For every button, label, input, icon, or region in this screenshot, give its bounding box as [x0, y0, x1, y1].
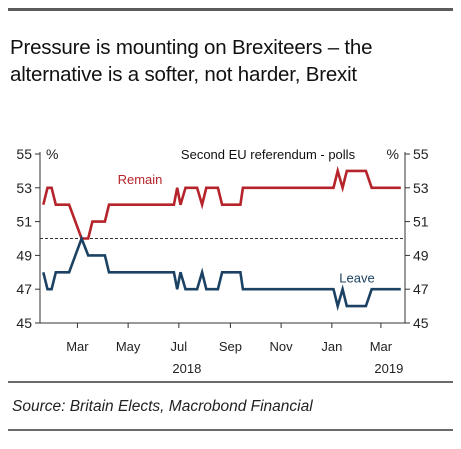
y-tick-label-left: 55	[16, 146, 32, 162]
y-unit-right: %	[387, 146, 399, 162]
x-tick-label: May	[116, 339, 141, 354]
x-tick-label: Mar	[370, 339, 393, 354]
bottom-rule	[8, 429, 453, 431]
top-rule	[8, 8, 453, 11]
y-tick-label-left: 49	[16, 247, 32, 263]
axes-layer	[35, 152, 410, 328]
source-note: Source: Britain Elects, Macrobond Financ…	[12, 398, 313, 415]
x-tick-label: Mar	[66, 339, 89, 354]
y-tick-label-right: 51	[413, 214, 429, 230]
y-tick-label-left: 51	[16, 214, 32, 230]
y-tick-label-right: 49	[413, 247, 429, 263]
lines-layer	[42, 165, 401, 312]
series-line-leave	[42, 234, 401, 312]
x-tick-label: Sep	[219, 339, 242, 354]
x-year-label: 2018	[172, 361, 201, 376]
line-chart: 45 45 47 47 49 49 51 51 53 53 55 55% % Second EU refe…	[16, 146, 428, 376]
footer-rule	[8, 381, 453, 383]
y-tick-label-right: 53	[413, 180, 429, 196]
chart-title: Second EU referendum - polls	[181, 147, 356, 162]
y-unit-left: %	[46, 146, 58, 162]
x-tick-label: Jul	[171, 339, 188, 354]
y-tick-label-left: 47	[16, 281, 32, 297]
y-tick-label-right: 55	[413, 146, 429, 162]
series-line-remain	[42, 165, 401, 240]
series-label-remain: Remain	[118, 172, 163, 187]
y-tick-label-left: 53	[16, 180, 32, 196]
labels-layer: 45 45 47 47 49 49 51 51 53 53 55 55% % Second EU refe…	[16, 146, 428, 376]
series-label-leave: Leave	[339, 270, 374, 285]
x-tick-label: Jan	[321, 339, 342, 354]
x-year-label: 2019	[374, 361, 403, 376]
y-tick-label-right: 45	[413, 315, 429, 331]
x-tick-label: Nov	[270, 339, 294, 354]
y-tick-label-right: 47	[413, 281, 429, 297]
figure-title: Pressure is mounting on Brexiteers – the…	[10, 36, 373, 86]
y-tick-label-left: 45	[16, 315, 32, 331]
